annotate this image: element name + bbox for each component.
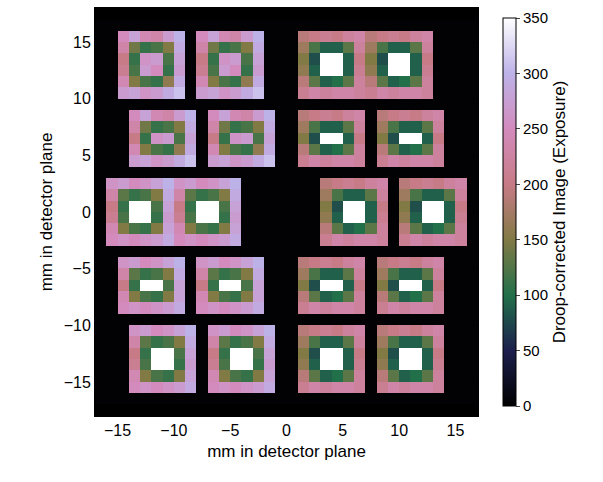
svg-text:0: 0 <box>282 422 291 439</box>
svg-text:300: 300 <box>523 65 548 82</box>
svg-text:100: 100 <box>523 286 548 303</box>
svg-text:10: 10 <box>73 90 91 107</box>
svg-text:0: 0 <box>523 397 531 414</box>
svg-text:−15: −15 <box>104 422 131 439</box>
svg-text:−15: −15 <box>64 374 91 391</box>
svg-text:15: 15 <box>73 34 91 51</box>
svg-text:−10: −10 <box>64 317 91 334</box>
svg-text:5: 5 <box>82 147 91 164</box>
svg-text:−5: −5 <box>73 260 91 277</box>
svg-text:5: 5 <box>338 422 347 439</box>
svg-text:0: 0 <box>82 204 91 221</box>
svg-text:mm in detector plane: mm in detector plane <box>37 133 56 292</box>
svg-text:10: 10 <box>390 422 408 439</box>
svg-text:250: 250 <box>523 120 548 137</box>
svg-text:150: 150 <box>523 231 548 248</box>
svg-text:mm in detector plane: mm in detector plane <box>207 442 366 461</box>
svg-text:Droop-corrected Image (Exposur: Droop-corrected Image (Exposure) <box>550 81 569 344</box>
svg-text:−5: −5 <box>221 422 239 439</box>
svg-text:50: 50 <box>523 342 540 359</box>
svg-text:−10: −10 <box>160 422 187 439</box>
svg-text:350: 350 <box>523 9 548 26</box>
svg-text:15: 15 <box>447 422 465 439</box>
svg-text:200: 200 <box>523 176 548 193</box>
